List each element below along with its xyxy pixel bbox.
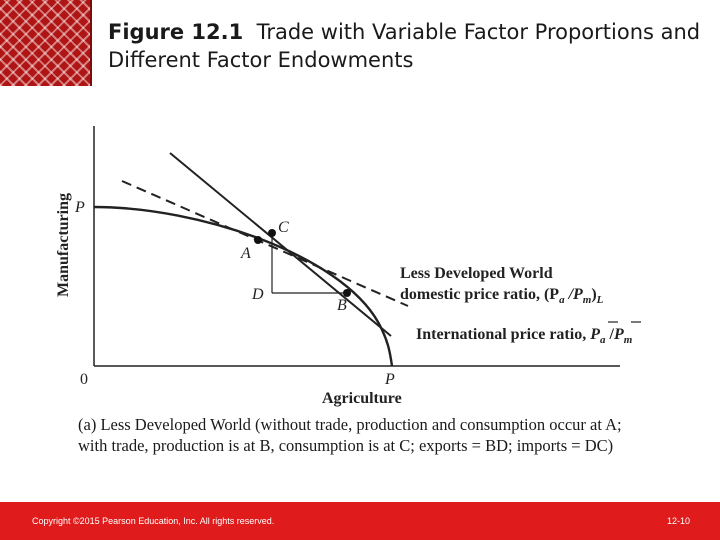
point-b-label: B [337,297,347,314]
origin-label: 0 [80,371,88,388]
point-a-label: A [240,245,251,262]
point-b-marker [343,289,351,297]
title-figure-number: Figure 12.1 [108,20,244,44]
point-c-marker [268,229,276,237]
international-price-line [169,152,392,337]
caption-line-1: (a) Less Developed World (without trade,… [78,415,622,434]
footer-bar: Copyright ©2015 Pearson Education, Inc. … [0,502,720,540]
international-label: International price ratio, Pa /Pm [416,326,633,346]
page-title: Figure 12.1 Trade with Variable Factor P… [108,18,708,74]
trade-diagram: A C D B P P 0 Manufacturing Agriculture … [55,126,641,407]
diagram-caption: (a) Less Developed World (without trade,… [78,414,708,456]
title-text: Trade with Variable Factor Proportions a… [108,20,701,72]
point-d-label: D [251,286,264,303]
footer-page-number: 12-10 [666,516,690,526]
domestic-label-line2: domestic price ratio, (Pa /Pm)L [400,286,604,306]
caption-line-2: with trade, production is at B, consumpt… [78,436,614,455]
production-frontier-curve [93,205,394,367]
x-axis-label: Agriculture [322,390,402,407]
point-a-marker [254,236,262,244]
footer-copyright: Copyright ©2015 Pearson Education, Inc. … [32,516,275,526]
point-c-label: C [278,219,289,236]
domestic-label-line1: Less Developed World [400,265,553,282]
logo-pattern [0,0,92,86]
y-intercept-label: P [74,199,85,216]
x-intercept-label: P [384,371,395,388]
domestic-price-line [121,180,409,307]
y-axis-label: Manufacturing [55,193,72,297]
